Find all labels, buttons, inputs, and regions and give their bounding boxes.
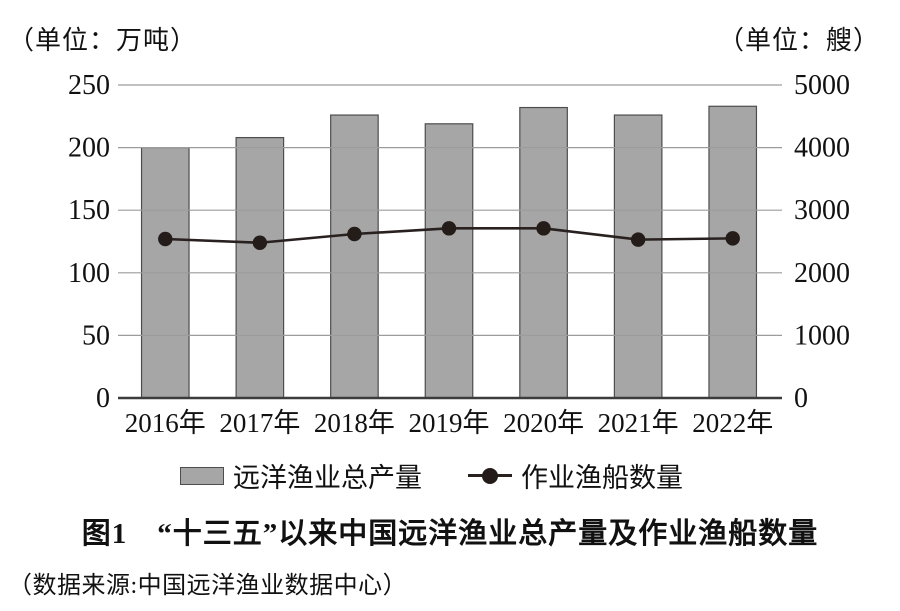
- x-axis-label-2020年: 2020年: [503, 408, 584, 438]
- right-tick-label: 2000: [794, 258, 850, 289]
- legend-label-vessels: 作业渔船数量: [521, 463, 683, 493]
- bar-2022年: [708, 105, 758, 399]
- legend-item-production: 远洋渔业总产量: [180, 456, 422, 495]
- data-source-note: （数据来源:中国远洋渔业数据中心）: [8, 573, 408, 599]
- line-dot-2017年: [252, 235, 268, 250]
- legend-item-vessels: 作业渔船数量: [468, 456, 683, 495]
- legend-label-production: 远洋渔业总产量: [233, 463, 422, 493]
- left-tick-label: 150: [68, 195, 110, 226]
- dot-icon: [482, 467, 498, 484]
- line-dot-2018年: [347, 226, 362, 242]
- bar-2020年: [519, 106, 568, 399]
- right-tick-label: 4000: [794, 133, 850, 164]
- left-tick-label: 50: [82, 320, 110, 351]
- chart-canvas: 0 50 100 150 200 250 0 1000 2000 3000 4000 5000 2016…: [68, 70, 850, 438]
- bar-2018年: [330, 114, 379, 399]
- left-axis-unit-label: （单位：万吨）: [8, 26, 198, 55]
- left-tick-label: 100: [68, 258, 110, 289]
- right-tick-label: 3000: [794, 195, 850, 226]
- left-tick-label: 200: [68, 133, 110, 164]
- figure-title: 图1 “十三五”以来中国远洋渔业总产量及作业渔船数量: [81, 518, 819, 550]
- line-dot-2016年: [158, 231, 173, 247]
- line-dot-2019年: [441, 221, 457, 236]
- right-tick-label: 5000: [794, 70, 850, 101]
- x-axis-label-2016年: 2016年: [125, 408, 206, 438]
- bar-2021年: [613, 114, 663, 399]
- line-dot-2020年: [536, 221, 551, 236]
- bar-swatch-icon: [180, 466, 224, 485]
- right-tick-label: 0: [794, 383, 808, 414]
- left-tick-label: 250: [68, 70, 110, 101]
- right-axis-unit-label: （单位：艘）: [717, 26, 880, 55]
- line-dot-marker-icon: [468, 467, 512, 484]
- chart-legend: 远洋渔业总产量 作业渔船数量: [180, 456, 683, 495]
- bar-2019年: [424, 123, 474, 399]
- x-axis-label-2018年: 2018年: [314, 408, 395, 438]
- x-axis-label-2019年: 2019年: [409, 408, 490, 438]
- bar-2017年: [235, 136, 285, 399]
- line-dot-2021年: [630, 232, 646, 247]
- line-dot-2022年: [725, 231, 740, 246]
- left-tick-label: 0: [96, 383, 110, 414]
- x-axis-label-2022年: 2022年: [692, 408, 773, 438]
- right-tick-label: 1000: [794, 320, 850, 351]
- x-axis-label-2017年: 2017年: [219, 408, 300, 438]
- x-axis-label-2021年: 2021年: [598, 408, 679, 438]
